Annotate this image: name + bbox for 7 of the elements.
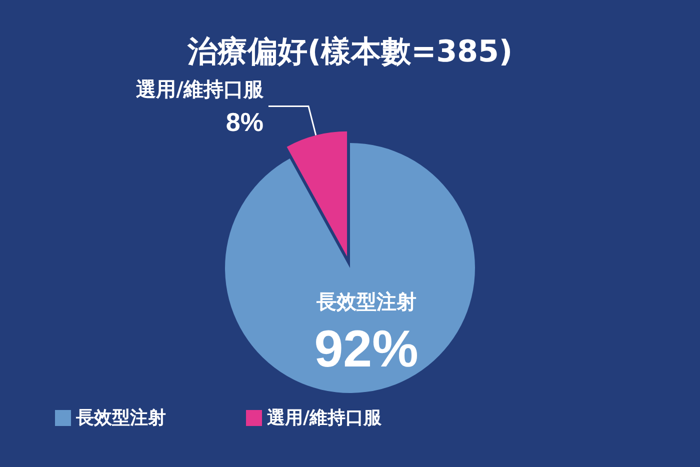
- legend-label: 選用/維持口服: [267, 408, 383, 428]
- slice-label: 選用/維持口服: [136, 77, 264, 102]
- data-label: 8%: [226, 107, 264, 138]
- slice-label: 長效型注射: [315, 289, 416, 314]
- legend-label: 長效型注射: [75, 408, 166, 428]
- data-label: 92%: [314, 320, 418, 378]
- chart-title: 治療偏好(樣本數=385): [186, 34, 513, 70]
